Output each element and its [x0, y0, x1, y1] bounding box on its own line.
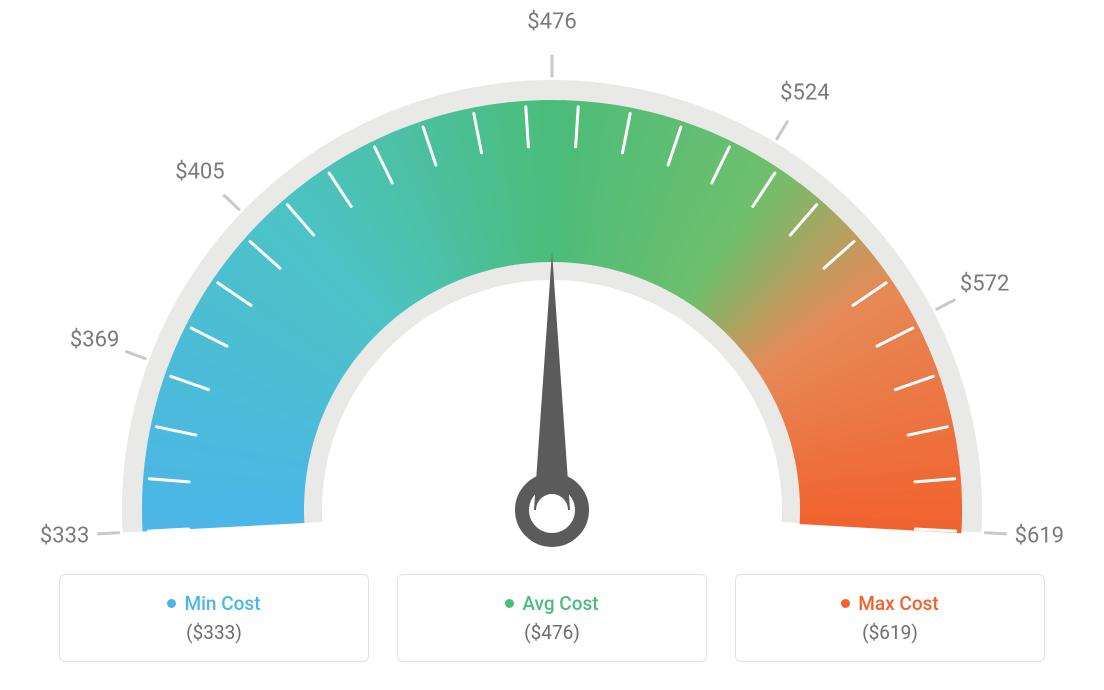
legend-card-max: Max Cost ($619) — [735, 574, 1045, 662]
gauge-tick-label: $524 — [780, 80, 829, 105]
legend-max-value: ($619) — [862, 621, 918, 644]
legend-avg-label: Avg Cost — [522, 592, 598, 615]
gauge-tick-label: $476 — [527, 10, 576, 35]
legend-min-label: Min Cost — [184, 592, 260, 615]
legend-avg-value: ($476) — [524, 621, 580, 644]
gauge-chart: $333 $369 $405 $476 $524 $572 $619 — [0, 0, 1104, 560]
legend-avg-title: Avg Cost — [505, 592, 598, 615]
gauge-tick-label: $369 — [70, 327, 119, 352]
legend-max-label: Max Cost — [858, 592, 938, 615]
gauge-tick-label: $572 — [960, 272, 1009, 297]
dot-avg-icon — [505, 599, 514, 608]
gauge-tick-label: $333 — [40, 523, 89, 548]
gauge-svg — [52, 10, 1052, 570]
legend-row: Min Cost ($333) Avg Cost ($476) Max Cost… — [59, 574, 1045, 662]
gauge-tick-label: $405 — [175, 160, 224, 185]
legend-min-value: ($333) — [186, 621, 242, 644]
gauge-tick-label: $619 — [1015, 523, 1064, 548]
legend-max-title: Max Cost — [841, 592, 938, 615]
legend-card-min: Min Cost ($333) — [59, 574, 369, 662]
dot-min-icon — [167, 599, 176, 608]
dot-max-icon — [841, 599, 850, 608]
legend-card-avg: Avg Cost ($476) — [397, 574, 707, 662]
legend-min-title: Min Cost — [167, 592, 260, 615]
